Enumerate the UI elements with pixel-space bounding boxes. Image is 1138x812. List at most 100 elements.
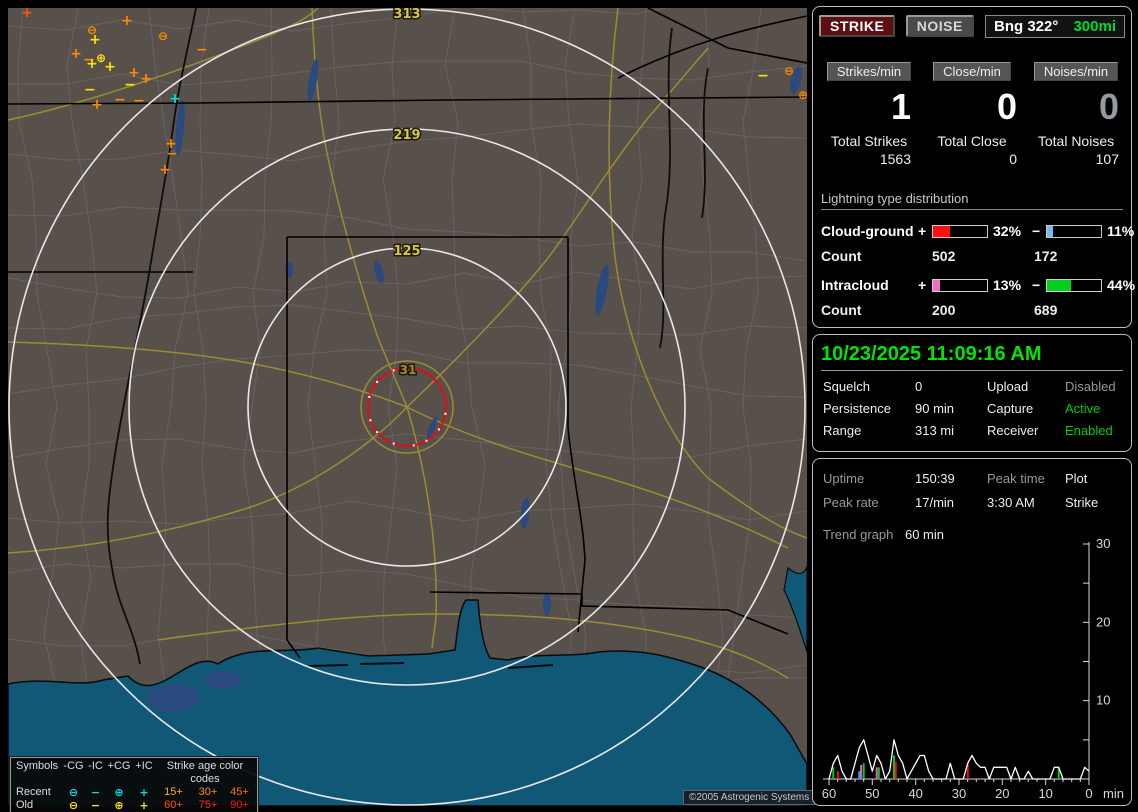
strike-symbol: + (91, 97, 103, 113)
svg-text:31: 31 (400, 363, 417, 377)
svg-text:20: 20 (1096, 614, 1110, 629)
divider (821, 370, 1123, 371)
bearing-range: 300mi (1073, 18, 1116, 35)
strike-map: 313 219 125 31 + + ⊖ + ⊖ − + − ⊕ + + + + − − − − + + + − + − ⊖ ⊕ (8, 8, 807, 806)
plot-label: Plot (1065, 471, 1088, 486)
atlantic-coast (783, 565, 807, 653)
strike-symbol: + (21, 8, 33, 21)
lightning-distribution: Lightning type distribution Cloud-ground… (821, 191, 1135, 318)
axis-labels: 10 20 30 60 50 40 30 20 10 0 min (822, 536, 1124, 801)
axes (823, 542, 1090, 785)
ic-positive-pct: 13% (993, 277, 1022, 293)
stats-panel: STRIKE NOISE Bng 322° 300mi Strikes/min … (812, 6, 1135, 328)
strike-symbol: − (757, 68, 769, 84)
old-neg-ic-icon: − (90, 799, 101, 812)
lakes (147, 58, 803, 712)
noise-mode-button[interactable]: NOISE (905, 15, 974, 37)
cloud-ground-counts: Count 502 172 (821, 248, 1123, 264)
strike-symbols: + +⊖+ ⊖−+ − ⊕+ + + +−−− −+ ++−+− ⊖⊕ (21, 8, 807, 178)
receiver-label: Receiver (987, 423, 1039, 438)
minus-sign: − (1032, 277, 1041, 293)
bearing-value: Bng 322° (994, 18, 1059, 35)
state-borders (8, 8, 807, 659)
trend-graph: 10 20 30 60 50 40 30 20 10 0 min (822, 536, 1124, 801)
recent-pos-ic-icon: + (139, 786, 149, 799)
distribution-title: Lightning type distribution (821, 191, 1123, 210)
svg-text:60: 60 (822, 786, 836, 801)
svg-text:40: 40 (908, 786, 922, 801)
old-pos-cg-icon: ⊕ (114, 799, 124, 812)
ring-labels: 313 219 125 31 (392, 8, 422, 379)
strike-symbol: + (140, 71, 152, 87)
age-15: 15+ (164, 786, 183, 798)
barrier-islands (307, 662, 554, 669)
squelch-label: Squelch (823, 379, 870, 394)
capture-status: Active (1065, 401, 1101, 416)
peak-rate-label: Peak rate (823, 495, 879, 510)
recent-neg-ic-icon: − (90, 786, 101, 799)
range-ring-313 (8, 8, 806, 806)
strikes-per-min-button[interactable]: Strikes/min (826, 62, 912, 81)
svg-text:0: 0 (1085, 786, 1092, 801)
strikes-per-min-value: 1 (890, 86, 911, 127)
close-range-ring (366, 366, 448, 448)
age-75: 75+ (198, 799, 218, 811)
age-90: 90+ (230, 799, 249, 811)
ic-negative-bar (1046, 278, 1102, 292)
receiver-status: Enabled (1065, 423, 1113, 438)
intracloud-row: Intracloud + 13% − 44% (821, 277, 1135, 293)
persistence-value: 90 min (915, 401, 955, 416)
total-strikes-value: 1563 (879, 151, 911, 167)
svg-text:10: 10 (1038, 786, 1052, 801)
age-30: 30+ (198, 786, 218, 798)
legend-col-pos-ic: +IC (135, 760, 153, 772)
minus-sign: − (1032, 223, 1041, 239)
total-strikes-label: Total Strikes (830, 133, 908, 149)
cloud-ground-label: Cloud-ground (821, 223, 914, 239)
peak-time-value: 3:30 AM (987, 495, 1035, 510)
gulf-of-mexico (8, 599, 807, 806)
session-panel: Uptime 150:39 Peak time Plot Peak rate 1… (812, 458, 1132, 806)
strike-symbol: + (128, 65, 140, 81)
session-grid: Uptime 150:39 Peak time Plot Peak rate 1… (823, 471, 1121, 510)
range-ring-125 (247, 247, 567, 567)
range-rings (8, 8, 806, 806)
map-legend: Symbols -CG -IC +CG +IC Strike age color… (10, 757, 258, 812)
intracloud-label: Intracloud (821, 277, 889, 293)
total-close-label: Total Close (937, 133, 1007, 149)
strike-mode-button[interactable]: STRIKE (819, 15, 896, 37)
cloud-ground-row: Cloud-ground + 32% − 11% (821, 223, 1134, 239)
strike-symbol: + (104, 59, 116, 75)
close-per-min-button[interactable]: Close/min (933, 62, 1011, 81)
plus-sign: + (918, 223, 927, 239)
squelch-value: 0 (915, 379, 923, 394)
range-value: 313 mi (915, 423, 955, 438)
strike-symbol: − (133, 93, 145, 109)
legend-row-old-label: Old (16, 799, 34, 811)
strike-symbol: − (166, 146, 178, 162)
uptime-label: Uptime (823, 471, 865, 486)
ic-positive-bar (932, 278, 988, 292)
upload-status: Disabled (1065, 379, 1116, 394)
strike-symbol: + (121, 13, 133, 29)
cg-negative-bar (1046, 224, 1102, 238)
plot-mode-value: Strike (1065, 495, 1099, 510)
close-ring-ticks (368, 369, 447, 447)
trend-graph-row: Trend graph 60 min (823, 527, 1121, 542)
datetime-display: 10/23/2025 11:09:16 AM (821, 343, 1042, 365)
svg-text:20: 20 (995, 786, 1009, 801)
svg-text:30: 30 (952, 786, 966, 801)
svg-text:30: 30 (1096, 536, 1110, 551)
strike-symbol: + (159, 162, 171, 178)
old-neg-cg-icon: ⊖ (68, 799, 79, 812)
legend-col-neg-cg: -CG (63, 760, 84, 772)
strike-symbol: ⊖ (158, 29, 168, 43)
cg-negative-pct: 11% (1107, 223, 1135, 239)
recent-pos-cg-icon: ⊕ (114, 786, 124, 799)
cg-negative-count: 172 (1034, 248, 1058, 264)
noises-per-min-button[interactable]: Noises/min (1033, 62, 1119, 81)
count-label: Count (821, 302, 862, 318)
old-pos-ic-icon: + (139, 799, 149, 812)
